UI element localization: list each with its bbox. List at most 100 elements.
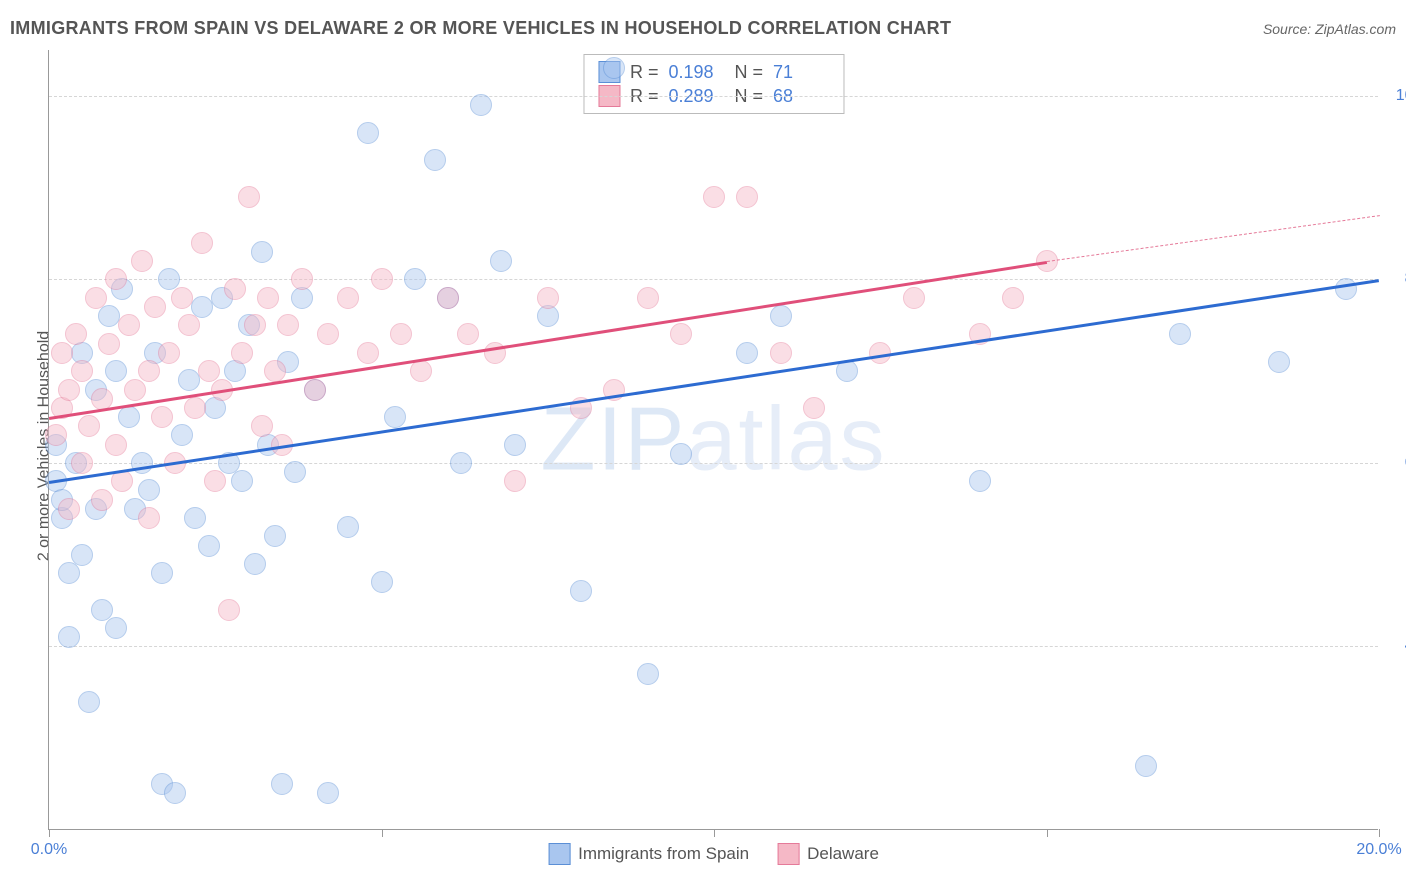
scatter-point [51, 342, 73, 364]
scatter-point [1169, 323, 1191, 345]
scatter-point [198, 535, 220, 557]
scatter-point [191, 232, 213, 254]
scatter-point [138, 507, 160, 529]
y-tick-label: 40.0% [1390, 637, 1406, 655]
scatter-point [58, 626, 80, 648]
trend-line [1046, 215, 1379, 262]
scatter-point [803, 397, 825, 419]
gridline-h [49, 463, 1378, 464]
scatter-point [504, 434, 526, 456]
scatter-point [410, 360, 432, 382]
scatter-point [603, 57, 625, 79]
scatter-point [251, 241, 273, 263]
scatter-point [371, 268, 393, 290]
scatter-point [58, 498, 80, 520]
scatter-point [304, 379, 326, 401]
trend-line [49, 279, 1379, 483]
trend-line [49, 261, 1047, 419]
gridline-h [49, 646, 1378, 647]
scatter-point [105, 617, 127, 639]
scatter-point [191, 296, 213, 318]
scatter-point [1135, 755, 1157, 777]
x-tick [1047, 829, 1048, 837]
source-attribution: Source: ZipAtlas.com [1263, 21, 1396, 37]
scatter-point [238, 186, 260, 208]
watermark: ZIPatlas [540, 388, 886, 491]
scatter-point [337, 287, 359, 309]
legend-label-1: Immigrants from Spain [578, 844, 749, 864]
scatter-point [337, 516, 359, 538]
scatter-point [537, 287, 559, 309]
scatter-point [105, 268, 127, 290]
scatter-point [670, 323, 692, 345]
scatter-point [264, 525, 286, 547]
scatter-point [71, 544, 93, 566]
scatter-point [271, 773, 293, 795]
scatter-point [151, 406, 173, 428]
scatter-point [65, 323, 87, 345]
scatter-point [91, 489, 113, 511]
scatter-point [390, 323, 412, 345]
chart-title: IMMIGRANTS FROM SPAIN VS DELAWARE 2 OR M… [10, 18, 951, 39]
gridline-h [49, 279, 1378, 280]
swatch-blue-bottom [548, 843, 570, 865]
scatter-point [317, 323, 339, 345]
scatter-point [703, 186, 725, 208]
scatter-point [171, 287, 193, 309]
x-tick [49, 829, 50, 837]
scatter-point [138, 479, 160, 501]
scatter-point [124, 379, 146, 401]
scatter-point [78, 415, 100, 437]
scatter-point [105, 360, 127, 382]
scatter-point [231, 342, 253, 364]
legend-stats-row-1: R = 0.198 N = 71 [598, 61, 829, 83]
scatter-point [144, 296, 166, 318]
scatter-point [371, 571, 393, 593]
scatter-point [264, 360, 286, 382]
scatter-point [71, 360, 93, 382]
scatter-point [151, 562, 173, 584]
scatter-point [231, 470, 253, 492]
scatter-point [770, 342, 792, 364]
x-tick-label: 20.0% [1356, 841, 1401, 859]
scatter-point [384, 406, 406, 428]
scatter-point [171, 424, 193, 446]
scatter-point [969, 470, 991, 492]
legend-item-2: Delaware [777, 843, 879, 865]
scatter-point [450, 452, 472, 474]
scatter-point [244, 553, 266, 575]
scatter-point [637, 287, 659, 309]
scatter-point [424, 149, 446, 171]
scatter-point [218, 599, 240, 621]
scatter-point [251, 415, 273, 437]
scatter-point [284, 461, 306, 483]
legend-label-2: Delaware [807, 844, 879, 864]
swatch-pink-bottom [777, 843, 799, 865]
n-value-1: 71 [773, 62, 829, 83]
x-tick-label: 0.0% [31, 841, 67, 859]
scatter-point [736, 342, 758, 364]
y-tick-label: 60.0% [1390, 454, 1406, 472]
scatter-point [257, 287, 279, 309]
scatter-point [291, 268, 313, 290]
y-tick-label: 100.0% [1390, 87, 1406, 105]
scatter-point [105, 434, 127, 456]
scatter-point [131, 250, 153, 272]
scatter-point [138, 360, 160, 382]
scatter-point [277, 314, 299, 336]
scatter-point [470, 94, 492, 116]
scatter-point [244, 314, 266, 336]
scatter-point [164, 782, 186, 804]
scatter-point [437, 287, 459, 309]
scatter-point [184, 507, 206, 529]
scatter-point [71, 452, 93, 474]
scatter-point [184, 397, 206, 419]
scatter-point [98, 305, 120, 327]
scatter-point [45, 424, 67, 446]
scatter-point [178, 369, 200, 391]
scatter-point [504, 470, 526, 492]
scatter-point [78, 691, 100, 713]
scatter-point [570, 580, 592, 602]
legend-item-1: Immigrants from Spain [548, 843, 749, 865]
scatter-point [357, 122, 379, 144]
